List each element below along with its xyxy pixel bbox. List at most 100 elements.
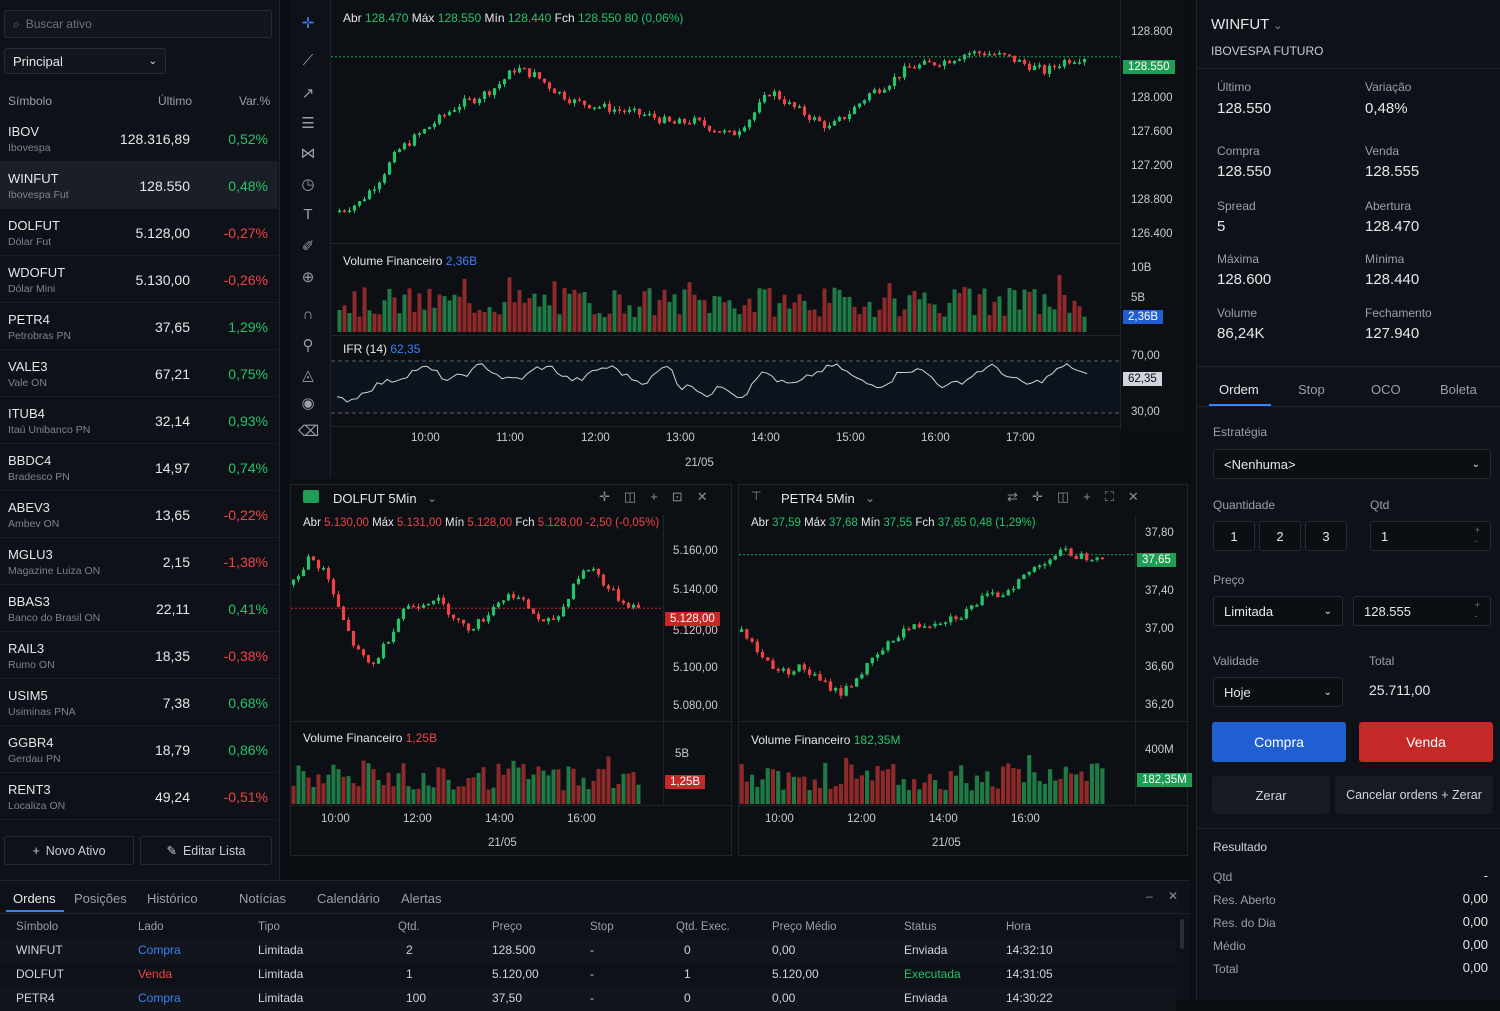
crosshair-icon[interactable]: ✛ [1031, 489, 1043, 504]
col-symbol[interactable]: Símbolo [8, 94, 53, 108]
text-icon[interactable]: T [303, 206, 313, 223]
tab-alertas[interactable]: Alertas [401, 891, 442, 906]
cycle-icon[interactable]: ◷ [301, 176, 315, 193]
petr4-chart-panel[interactable]: ⊤ PETR4 5Min ⌄ ⇄ ✛ ◫ + ⛶ ✕ Abr 37,59 Máx 37,6… [738, 484, 1192, 856]
chevron-down-icon[interactable]: ⌄ [865, 491, 876, 505]
order-row[interactable]: WINFUT Compra Limitada 2 128.500 - 0 0,00 Enviad… [0, 939, 1176, 963]
chevron-down-icon[interactable]: ⌄ [427, 491, 438, 505]
watchlist-row-bbdc4[interactable]: BBDC4 Bradesco PN 14,97 0,74% [0, 444, 278, 491]
qty-preset-2[interactable]: 2 [1259, 521, 1301, 551]
sell-button[interactable]: Venda [1359, 722, 1493, 762]
watchlist-row-vale3[interactable]: VALE3 Vale ON 67,21 0,75% [0, 350, 278, 397]
strategy-select[interactable]: <Nenhuma> ⌄ [1213, 449, 1491, 479]
watchlist-row-rail3[interactable]: RAIL3 Rumo ON 18,35 -0,38% [0, 632, 278, 679]
tab-stop[interactable]: Stop [1298, 382, 1325, 397]
ray-icon[interactable]: ↗ [301, 85, 315, 102]
watchlist-row-ggbr4[interactable]: GGBR4 Gerdau PN 18,79 0,86% [0, 726, 278, 773]
col-header[interactable]: Hora [1006, 921, 1031, 933]
tab-notícias[interactable]: Notícias [239, 891, 286, 906]
bid-value[interactable]: 128.550 [1217, 163, 1272, 180]
col-header[interactable]: Qtd. [398, 921, 420, 933]
watchlist-row-mglu3[interactable]: MGLU3 Magazine Luiza ON 2,15 -1,38% [0, 538, 278, 585]
col-last[interactable]: Último [158, 94, 193, 108]
price-type-select[interactable]: Limitada ⌄ [1213, 596, 1343, 626]
dolfut-chart-panel[interactable]: DOLFUT 5Min ⌄ ✛ ◫ + ⊡ ✕ Abr 5.130,00 Máx 5.1… [290, 484, 733, 856]
minimize-icon[interactable]: – [1146, 889, 1153, 903]
pin-icon[interactable]: ⊤ [751, 489, 762, 503]
col-header[interactable]: Preço Médio [772, 921, 837, 933]
col-header[interactable]: Preço [492, 921, 523, 933]
watchlist-select[interactable]: Principal ⌄ [4, 48, 166, 74]
col-header[interactable]: Lado [138, 921, 164, 933]
watchlist-row-ibov[interactable]: IBOV Ibovespa 128.316,89 0,52% [0, 115, 278, 162]
ask-value[interactable]: 128.555 [1365, 163, 1420, 180]
petr4-title[interactable]: PETR4 5Min [781, 491, 855, 506]
tab-posições[interactable]: Posições [74, 891, 127, 906]
order-row[interactable]: PETR4 Compra Limitada 100 37,50 - 0 0,00 Enviada… [0, 987, 1176, 1011]
tab-boleta[interactable]: Boleta [1440, 382, 1477, 397]
add-icon[interactable]: + [650, 489, 658, 504]
quantity-stepper[interactable]: 1 + - [1370, 521, 1491, 551]
pattern-icon[interactable]: ⋈ [300, 145, 316, 162]
new-asset-button[interactable]: + Novo Ativo [4, 836, 134, 865]
watchlist-row-rent3[interactable]: RENT3 Localiza ON 49,24 -0,51% [0, 773, 278, 820]
col-header[interactable]: Tipo [258, 921, 280, 933]
brush-icon[interactable]: ✐ [301, 238, 315, 255]
col-header[interactable]: Símbolo [16, 921, 59, 933]
layout-icon[interactable]: ⊡ [671, 489, 683, 504]
crosshair-icon[interactable]: ✛ [599, 489, 610, 504]
edit-list-button[interactable]: ✎ Editar Lista [140, 836, 272, 865]
watchlist-row-itub4[interactable]: ITUB4 Itaú Unibanco PN 32,14 0,93% [0, 397, 278, 444]
watchlist-row-dolfut[interactable]: DOLFUT Dólar Fut 5.128,00 -0,27% [0, 209, 278, 256]
validity-select[interactable]: Hoje ⌄ [1213, 677, 1343, 707]
search-input[interactable]: ⌕ Buscar ativo [4, 10, 272, 38]
quote-symbol[interactable]: WINFUT ⌄ [1211, 16, 1282, 33]
tab-histórico[interactable]: Histórico [147, 891, 198, 906]
zoom-icon[interactable]: ⊕ [301, 269, 315, 286]
stepper-arrows-icon[interactable]: + - [1474, 525, 1480, 546]
trash-icon[interactable]: ⌫ [298, 423, 320, 440]
watchlist-row-abev3[interactable]: ABEV3 Ambev ON 13,65 -0,22% [0, 491, 278, 538]
col-var[interactable]: Var.% [239, 94, 271, 108]
watchlist-row-wdofut[interactable]: WDOFUT Dólar Mini 5.130,00 -0,26% [0, 256, 278, 303]
tab-order[interactable]: Ordem [1219, 382, 1259, 397]
magnet-icon[interactable]: ∩ [302, 306, 314, 323]
close-icon[interactable]: ✕ [696, 489, 708, 504]
order-row[interactable]: DOLFUT Venda Limitada 1 5.120,00 - 1 5.120,00 Ex… [0, 963, 1176, 987]
close-icon[interactable]: ✕ [1127, 489, 1139, 504]
flatten-button[interactable]: Zerar [1212, 776, 1330, 814]
stepper-arrows-icon[interactable]: + - [1474, 600, 1480, 621]
add-icon[interactable]: + [1083, 489, 1091, 504]
watchlist-row-bbas3[interactable]: BBAS3 Banco do Brasil ON 22,11 0,41% [0, 585, 278, 632]
buy-button[interactable]: Compra [1212, 722, 1346, 762]
camera-icon[interactable]: ◫ [623, 489, 637, 504]
crosshair-icon[interactable]: ✛ [301, 15, 315, 32]
camera-icon[interactable]: ◫ [1056, 489, 1070, 504]
tab-oco[interactable]: OCO [1371, 382, 1401, 397]
trend-line-icon[interactable]: ⟋ [302, 52, 314, 69]
eye-icon[interactable]: ◉ [301, 395, 315, 412]
qty-preset-1[interactable]: 1 [1213, 521, 1255, 551]
dolfut-title[interactable]: DOLFUT 5Min [333, 491, 417, 506]
hide-drawings-icon[interactable]: ◬ [302, 367, 314, 384]
watchlist-row-usim5[interactable]: USIM5 Usiminas PNA 7,38 0,68% [0, 679, 278, 726]
volume-bar [980, 782, 985, 804]
sync-icon[interactable]: ⇄ [1007, 489, 1018, 504]
tab-ordens[interactable]: Ordens [13, 891, 56, 906]
tab-calendário[interactable]: Calendário [317, 891, 380, 906]
main-chart-panel[interactable]: Abr 128.470 Máx 128.550 Mín 128.440 Fch … [330, 0, 1121, 478]
cancel-and-flatten-button[interactable]: Cancelar ordens + Zerar [1335, 776, 1493, 814]
col-header[interactable]: Qtd. Exec. [676, 921, 730, 933]
scrollbar[interactable] [1180, 919, 1184, 949]
col-header[interactable]: Status [904, 921, 937, 933]
price-input[interactable]: 128.555 + - [1353, 596, 1491, 626]
qty-preset-3[interactable]: 3 [1305, 521, 1347, 551]
fibonacci-icon[interactable]: ☰ [301, 115, 315, 132]
lock-drawings-icon[interactable]: ⚲ [302, 337, 314, 354]
watchlist-row-winfut[interactable]: WINFUT Ibovespa Fut 128.550 0,48% [0, 162, 278, 209]
col-header[interactable]: Stop [590, 921, 614, 933]
watchlist-row-petr4[interactable]: PETR4 Petrobras PN 37,65 1,29% [0, 303, 278, 350]
close-icon[interactable]: ✕ [1168, 889, 1179, 903]
maximize-icon[interactable]: ⛶ [1104, 489, 1114, 504]
main-price-axis[interactable]: 128.800 128.000 127.600 127.200 128.800 126.4… [1120, 0, 1186, 430]
